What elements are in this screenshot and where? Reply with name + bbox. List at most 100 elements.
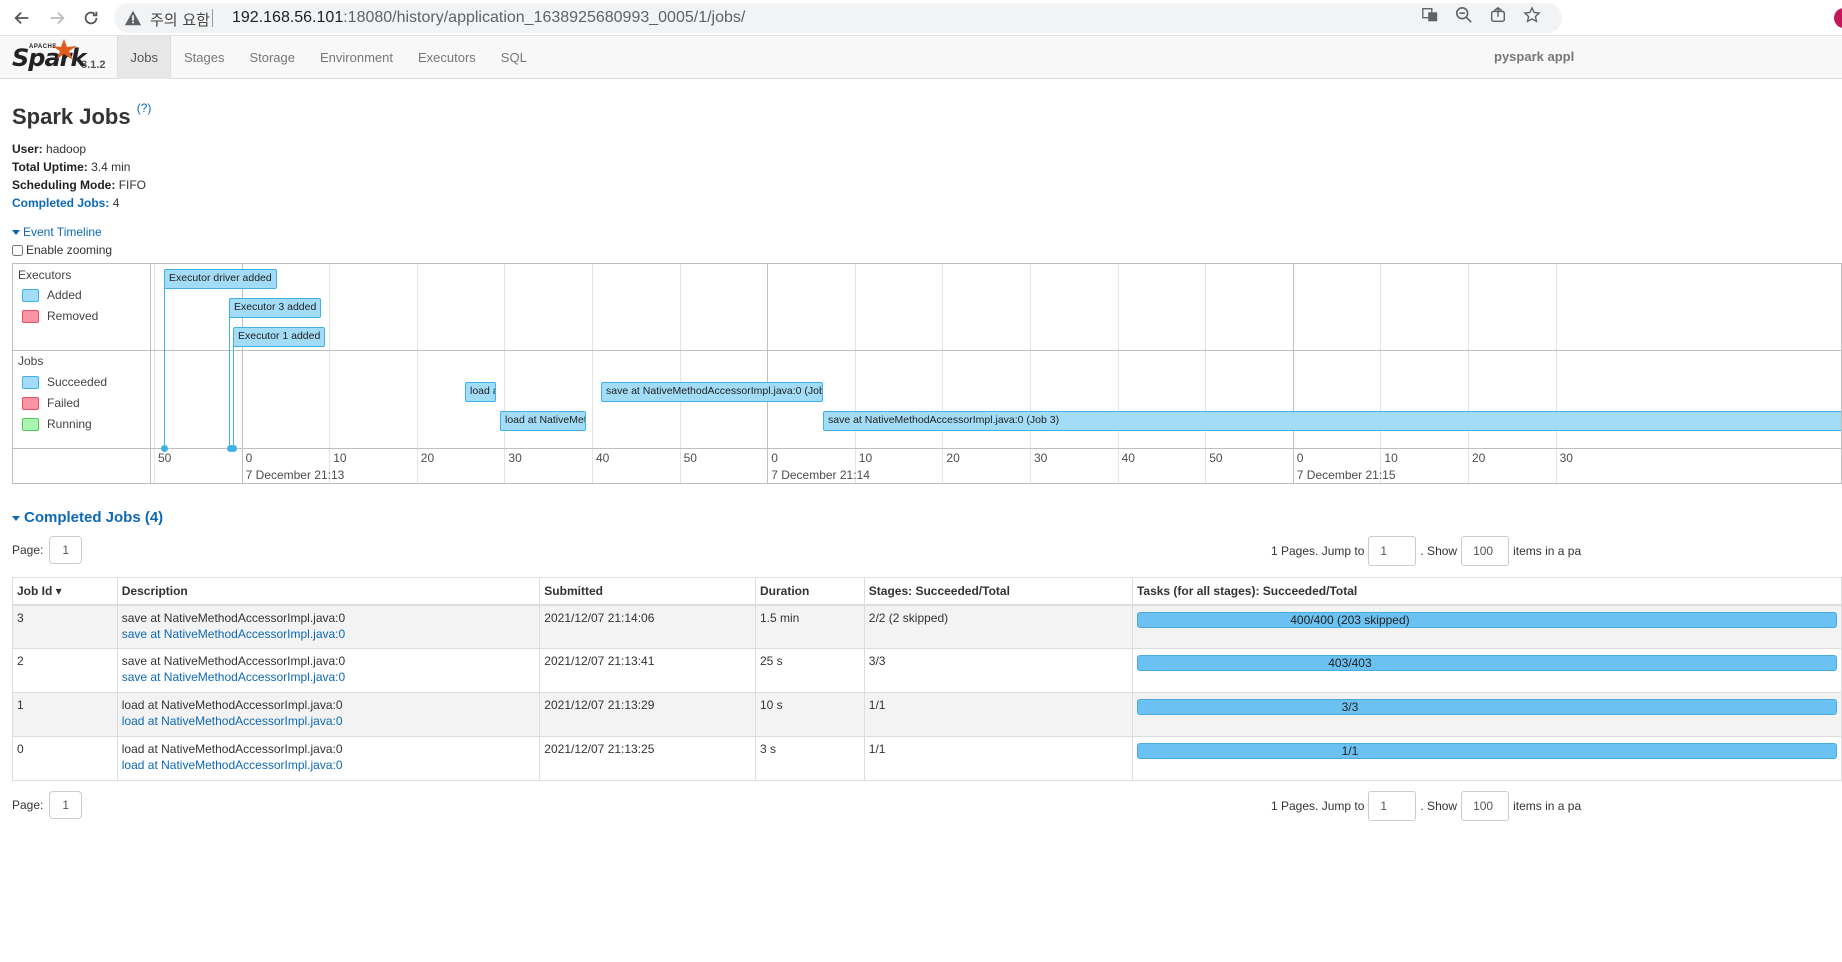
bottom-pager: Page: 1 (12, 791, 83, 819)
submitted-cell: 2021/12/07 21:13:25 (539, 736, 756, 781)
application-name: pyspark appl (1494, 49, 1575, 64)
axis-major-label: 7 December 21:14 (771, 468, 870, 482)
job-id-cell: 3 (12, 604, 118, 649)
executors-group-title: Executors (18, 268, 72, 282)
group-divider (13, 350, 1841, 351)
axis-major-label: 7 December 21:15 (1296, 468, 1396, 482)
tab-storage[interactable]: Storage (249, 50, 295, 65)
column-stages[interactable]: Stages: Succeeded/Total (863, 577, 1133, 606)
executor-3-stem (229, 317, 230, 448)
page-size-input[interactable] (1461, 536, 1510, 566)
event-timeline[interactable]: Executors Added Removed Jobs Succeeded F… (12, 263, 1842, 484)
axis-tick-label: 50 (1209, 451, 1223, 465)
executor-driver-dot[interactable] (161, 445, 168, 452)
warning-triangle-icon[interactable] (124, 9, 142, 27)
major-grid-line (1292, 264, 1294, 483)
reload-icon[interactable] (77, 4, 105, 32)
job-0-event[interactable]: load a (465, 382, 496, 402)
top-pager: Page: 1 (12, 536, 83, 564)
enable-zooming-checkbox[interactable] (12, 244, 23, 256)
tab-environment[interactable]: Environment (320, 50, 393, 65)
event-timeline-toggle[interactable]: Event Timeline (12, 225, 102, 239)
column-submitted[interactable]: Submitted (539, 577, 756, 606)
legend-succeeded-swatch (22, 375, 39, 389)
legend-removed: Removed (22, 309, 98, 323)
jump-to-page-input[interactable] (1368, 791, 1417, 821)
duration-cell: 1.5 min (755, 604, 865, 649)
submitted-cell: 2021/12/07 21:13:29 (539, 692, 756, 737)
legend-failed-swatch (22, 396, 39, 410)
job-detail-link[interactable]: save at NativeMethodAccessorImpl.java:0 (121, 626, 346, 641)
job-1-event[interactable]: load at NativeMet (500, 411, 586, 431)
completed-jobs-section-toggle[interactable]: Completed Jobs (4) (12, 509, 163, 526)
address-bar[interactable]: 주의 요함 192.168.56.101:18080/history/appli… (114, 3, 1562, 33)
tab-stages[interactable]: Stages (183, 50, 225, 65)
axis-divider (13, 448, 1841, 449)
tab-sql[interactable]: SQL (500, 50, 527, 65)
axis-tick-label: 0 (771, 451, 778, 465)
column-job-id[interactable]: Job Id ▾ (12, 577, 118, 606)
minor-grid-line (592, 264, 593, 483)
jobs-group-title: Jobs (18, 354, 44, 368)
axis-major-label: 7 December 21:13 (245, 468, 345, 482)
executor-1-added-event[interactable]: Executor 1 added (233, 327, 326, 347)
back-arrow-icon[interactable] (8, 4, 36, 32)
profile-avatar[interactable] (1834, 8, 1842, 28)
tasks-cell: 400/400 (203 skipped) (1131, 604, 1842, 649)
axis-tick-label: 30 (1559, 451, 1573, 465)
tasks-cell: 403/403 (1131, 648, 1842, 693)
job-2-event[interactable]: save at NativeMethodAccessorImpl.java:0 … (601, 382, 823, 402)
legend-added: Added (22, 288, 82, 302)
stages-cell: 2/2 (2 skipped) (863, 604, 1133, 649)
minor-grid-line (1555, 264, 1557, 483)
security-warning-text[interactable]: 주의 요함 (150, 11, 210, 29)
executor-driver-added-event[interactable]: Executor driver added (164, 269, 277, 289)
tasks-progress-bar: 1/1 (1136, 743, 1837, 759)
submitted-cell: 2021/12/07 21:14:06 (539, 604, 756, 649)
zoom-out-icon[interactable] (1454, 5, 1474, 25)
minor-grid-line (942, 264, 944, 483)
axis-tick-label: 10 (1384, 451, 1398, 465)
job-detail-link[interactable]: save at NativeMethodAccessorImpl.java:0 (121, 670, 346, 684)
page-1-button[interactable]: 1 (49, 536, 83, 564)
executor-1-dot[interactable] (230, 445, 237, 452)
minor-grid-line (504, 264, 506, 483)
minor-grid-line (1205, 264, 1207, 483)
caret-down-icon (12, 230, 20, 236)
column-tasks[interactable]: Tasks (for all stages): Succeeded/Total (1131, 577, 1842, 606)
completed-jobs-count: 4 (112, 196, 120, 210)
minor-grid-line (154, 264, 155, 483)
description-cell: load at NativeMethodAccessorImpl.java:0 l… (116, 736, 541, 781)
url-text[interactable]: 192.168.56.101:18080/history/application… (232, 9, 746, 26)
job-detail-link[interactable]: load at NativeMethodAccessorImpl.java:0 (121, 714, 343, 728)
timeline-group-labels (13, 264, 151, 483)
minor-grid-line (854, 264, 856, 483)
legend-running-swatch (22, 417, 39, 431)
axis-tick-label: 10 (333, 451, 347, 465)
jump-to-page-input[interactable] (1368, 536, 1417, 566)
job-detail-link[interactable]: load at NativeMethodAccessorImpl.java:0 (121, 758, 343, 772)
completed-jobs-link[interactable]: Completed Jobs: (12, 196, 110, 210)
forward-arrow-icon[interactable] (43, 4, 71, 32)
page-1-button[interactable]: 1 (49, 791, 83, 819)
translate-icon[interactable] (1420, 5, 1440, 25)
description-cell: save at NativeMethodAccessorImpl.java:0 s… (116, 604, 541, 649)
stages-cell: 1/1 (863, 736, 1133, 781)
duration-cell: 10 s (755, 692, 865, 737)
help-link[interactable]: (?) (136, 101, 152, 115)
column-description[interactable]: Description (116, 577, 541, 606)
omnibox-actions (1420, 5, 1542, 25)
executor-3-added-event[interactable]: Executor 3 added (229, 298, 322, 318)
page-size-input[interactable] (1461, 791, 1510, 821)
tab-executors[interactable]: Executors (417, 50, 476, 65)
job-3-event[interactable]: save at NativeMethodAccessorImpl.java:0 … (823, 411, 1841, 431)
legend-removed-swatch (22, 309, 39, 323)
column-duration[interactable]: Duration (755, 577, 865, 606)
scheduling-mode-value: FIFO (118, 178, 147, 192)
stages-cell: 1/1 (863, 692, 1133, 737)
spark-logo[interactable]: APACHE Spark 3.1.2 (10, 38, 110, 76)
tab-jobs[interactable]: Jobs (117, 36, 172, 79)
bookmark-star-icon[interactable] (1522, 5, 1542, 25)
share-icon[interactable] (1488, 5, 1508, 25)
address-divider (212, 9, 213, 27)
